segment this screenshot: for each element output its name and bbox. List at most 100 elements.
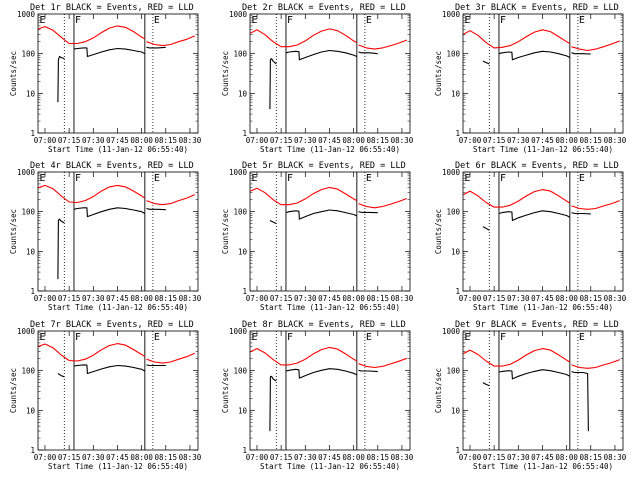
- panel-title: Det 9r BLACK = Events, RED = LLD: [455, 320, 619, 330]
- y-tick-label: 100: [446, 208, 460, 217]
- panel-det-8: Det 8r BLACK = Events, RED = LLD 1 10 100 10…: [221, 320, 414, 471]
- marker-letter-e: E: [366, 15, 372, 26]
- x-tick-label: 07:30: [507, 453, 530, 462]
- x-tick-label: 07:00: [34, 294, 57, 303]
- x-tick-label: 07:30: [507, 136, 530, 145]
- x-tick-label: 08:30: [179, 453, 202, 462]
- y-tick-label: 10: [26, 406, 36, 415]
- plot-frame: [249, 13, 411, 134]
- panel-det-4: Det 4r BLACK = Events, RED = LLD 1 10 100 10…: [9, 161, 202, 312]
- marker-letter-e: E: [40, 15, 46, 26]
- y-tick-label: 1000: [229, 168, 248, 177]
- y-tick-label: 10: [26, 247, 36, 256]
- plot-frame: [37, 330, 199, 451]
- x-tick-label: 08:15: [579, 136, 602, 145]
- marker-letter-f: F: [75, 15, 81, 26]
- events-curve: [482, 226, 490, 231]
- plot-frame: [462, 13, 624, 134]
- marker-letter-f: F: [287, 15, 293, 26]
- lld-curve: [358, 357, 407, 369]
- x-tick-label: 07:45: [531, 453, 554, 462]
- y-axis-label: Counts/sec: [434, 368, 443, 413]
- lld-curve: [146, 194, 196, 206]
- events-curve: [285, 209, 358, 220]
- y-tick-label: 10: [238, 406, 248, 415]
- x-tick-label: 07:00: [459, 453, 482, 462]
- marker-letter-f: F: [75, 332, 81, 343]
- x-tick-label: 08:15: [154, 136, 177, 145]
- lld-curve: [463, 189, 571, 208]
- lld-curve: [358, 39, 407, 50]
- events-curve: [73, 364, 146, 375]
- x-tick-label: 08:00: [555, 294, 578, 303]
- x-tick-label: 07:30: [294, 294, 317, 303]
- y-tick-label: 100: [233, 367, 247, 376]
- panel-title: Det 4r BLACK = Events, RED = LLD: [30, 161, 194, 171]
- y-tick-label: 1000: [229, 327, 248, 336]
- y-axis-label: Counts/sec: [221, 368, 230, 413]
- x-tick-label: 07:45: [318, 453, 341, 462]
- marker-letter-e: E: [465, 173, 471, 184]
- x-tick-label: 07:30: [82, 453, 105, 462]
- plot-frame: [462, 330, 624, 451]
- panel-title: Det 1r BLACK = Events, RED = LLD: [30, 3, 194, 13]
- x-tick-label: 08:00: [342, 136, 365, 145]
- marker-letter-e: E: [465, 332, 471, 343]
- x-tick-label: 08:30: [391, 453, 414, 462]
- x-tick-label: 08:30: [604, 294, 627, 303]
- x-tick-label: 08:30: [391, 294, 414, 303]
- x-tick-label: 08:15: [366, 294, 389, 303]
- x-tick-label: 07:45: [531, 136, 554, 145]
- x-tick-label: 08:30: [604, 136, 627, 145]
- x-axis-label: Start Time (11-Jan-12 06:55:40): [260, 303, 400, 312]
- lld-curve: [358, 197, 407, 209]
- events-curve: [358, 369, 378, 373]
- lld-curve: [571, 40, 620, 52]
- events-curve: [571, 52, 591, 55]
- panel-det-7: Det 7r BLACK = Events, RED = LLD 1 10 100 10…: [9, 320, 202, 471]
- x-tick-label: 08:15: [579, 294, 602, 303]
- x-tick-label: 08:30: [179, 294, 202, 303]
- events-curve: [285, 49, 358, 61]
- x-tick-label: 07:00: [246, 294, 269, 303]
- x-tick-label: 07:15: [270, 294, 293, 303]
- x-tick-label: 07:30: [82, 136, 105, 145]
- y-axis-label: Counts/sec: [434, 51, 443, 96]
- y-tick-label: 10: [238, 247, 248, 256]
- x-tick-label: 07:30: [507, 294, 530, 303]
- plot-frame: [249, 330, 411, 451]
- panel-title: Det 2r BLACK = Events, RED = LLD: [242, 3, 406, 13]
- x-tick-label: 08:00: [555, 453, 578, 462]
- lld-curve: [571, 200, 620, 210]
- lld-curve: [146, 352, 196, 364]
- y-tick-label: 1: [30, 446, 35, 455]
- events-curve: [57, 373, 65, 378]
- panel-det-2: Det 2r BLACK = Events, RED = LLD 1 10 100 10…: [221, 3, 414, 154]
- y-tick-label: 1: [30, 287, 35, 296]
- events-curve: [146, 46, 166, 49]
- x-axis-label: Start Time (11-Jan-12 06:55:40): [260, 462, 400, 471]
- y-axis-label: Counts/sec: [9, 51, 18, 96]
- y-tick-label: 100: [233, 208, 247, 217]
- x-tick-label: 07:15: [58, 294, 81, 303]
- marker-letter-f: F: [500, 15, 506, 26]
- panel-title: Det 3r BLACK = Events, RED = LLD: [455, 3, 619, 13]
- events-curve: [57, 218, 65, 280]
- panel-det-6: Det 6r BLACK = Events, RED = LLD 1 10 100 10…: [434, 161, 627, 312]
- events-curve: [57, 55, 65, 103]
- events-curve: [269, 58, 277, 110]
- events-curve: [146, 207, 166, 211]
- lld-curve: [571, 359, 620, 369]
- x-tick-label: 08:00: [555, 136, 578, 145]
- panel-title: Det 7r BLACK = Events, RED = LLD: [30, 320, 194, 330]
- marker-letter-e: E: [579, 15, 585, 26]
- marker-letter-e: E: [40, 332, 46, 343]
- y-tick-label: 1000: [17, 327, 36, 336]
- x-axis-label: Start Time (11-Jan-12 06:55:40): [473, 303, 613, 312]
- plot-frame: [37, 13, 199, 134]
- x-tick-label: 07:45: [318, 136, 341, 145]
- x-tick-label: 07:45: [106, 136, 129, 145]
- events-curve: [269, 220, 277, 225]
- marker-letter-f: F: [287, 332, 293, 343]
